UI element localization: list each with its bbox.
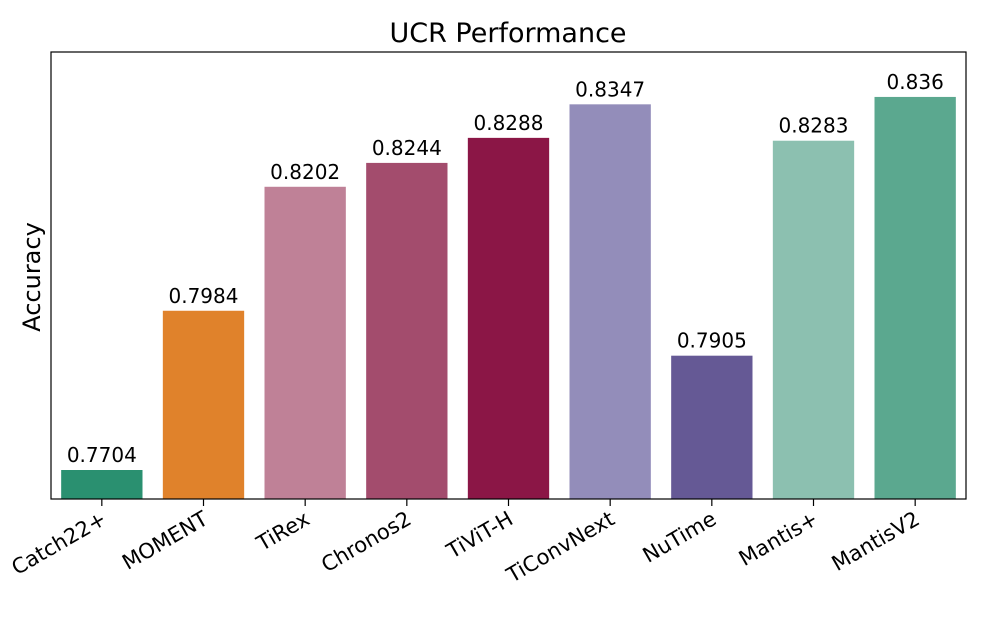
- y-axis-label: Accuracy: [18, 222, 46, 332]
- bar-value-label: 0.8283: [779, 114, 849, 138]
- bar-tivit-h: [467, 137, 550, 499]
- plot-frame: [50, 51, 967, 500]
- x-tick-label: Catch22+: [7, 507, 110, 580]
- x-tick-label: TiRex: [252, 507, 314, 557]
- bar-value-label: 0.836: [887, 70, 944, 94]
- bar-ticonvnext: [569, 104, 651, 499]
- bars-group: [61, 96, 956, 500]
- x-tick-label: TiConvNext: [502, 507, 619, 588]
- bar-value-label: 0.7704: [67, 443, 137, 467]
- bar-mantis: [772, 140, 855, 499]
- bar-tirex: [264, 186, 346, 499]
- bar-catch22: [61, 470, 143, 499]
- value-labels-group: 0.7704 0.7984 0.8202 0.8244 0.8288 0.8347 0.79…: [67, 70, 944, 467]
- x-tick-label: Chronos2: [317, 507, 415, 578]
- bar-nutime: [671, 355, 753, 499]
- bar-value-label: 0.7905: [677, 329, 747, 353]
- bar-value-label: 0.8202: [270, 160, 340, 184]
- x-tick-label: NuTime: [639, 507, 721, 568]
- x-ticks-group: Catch22+ MOMENT TiRex Chronos2 TiViT-HTiConv…: [7, 499, 924, 588]
- bar-moment: [162, 310, 245, 499]
- bar-value-label: 0.7984: [169, 284, 239, 308]
- x-tick-label: TiViT-H: [442, 507, 517, 564]
- x-tick-label: Mantis+: [735, 507, 822, 571]
- x-tick-label: MOMENT: [118, 506, 212, 574]
- bar-value-label: 0.8347: [575, 77, 645, 101]
- bar-value-label: 0.8288: [474, 111, 544, 135]
- bar-value-label: 0.8244: [372, 136, 442, 160]
- chart-title: UCR Performance: [389, 18, 626, 49]
- x-tick-label: MantisV2: [828, 507, 924, 576]
- bar-mantisv2: [874, 96, 956, 500]
- bar-chronos2: [366, 162, 448, 499]
